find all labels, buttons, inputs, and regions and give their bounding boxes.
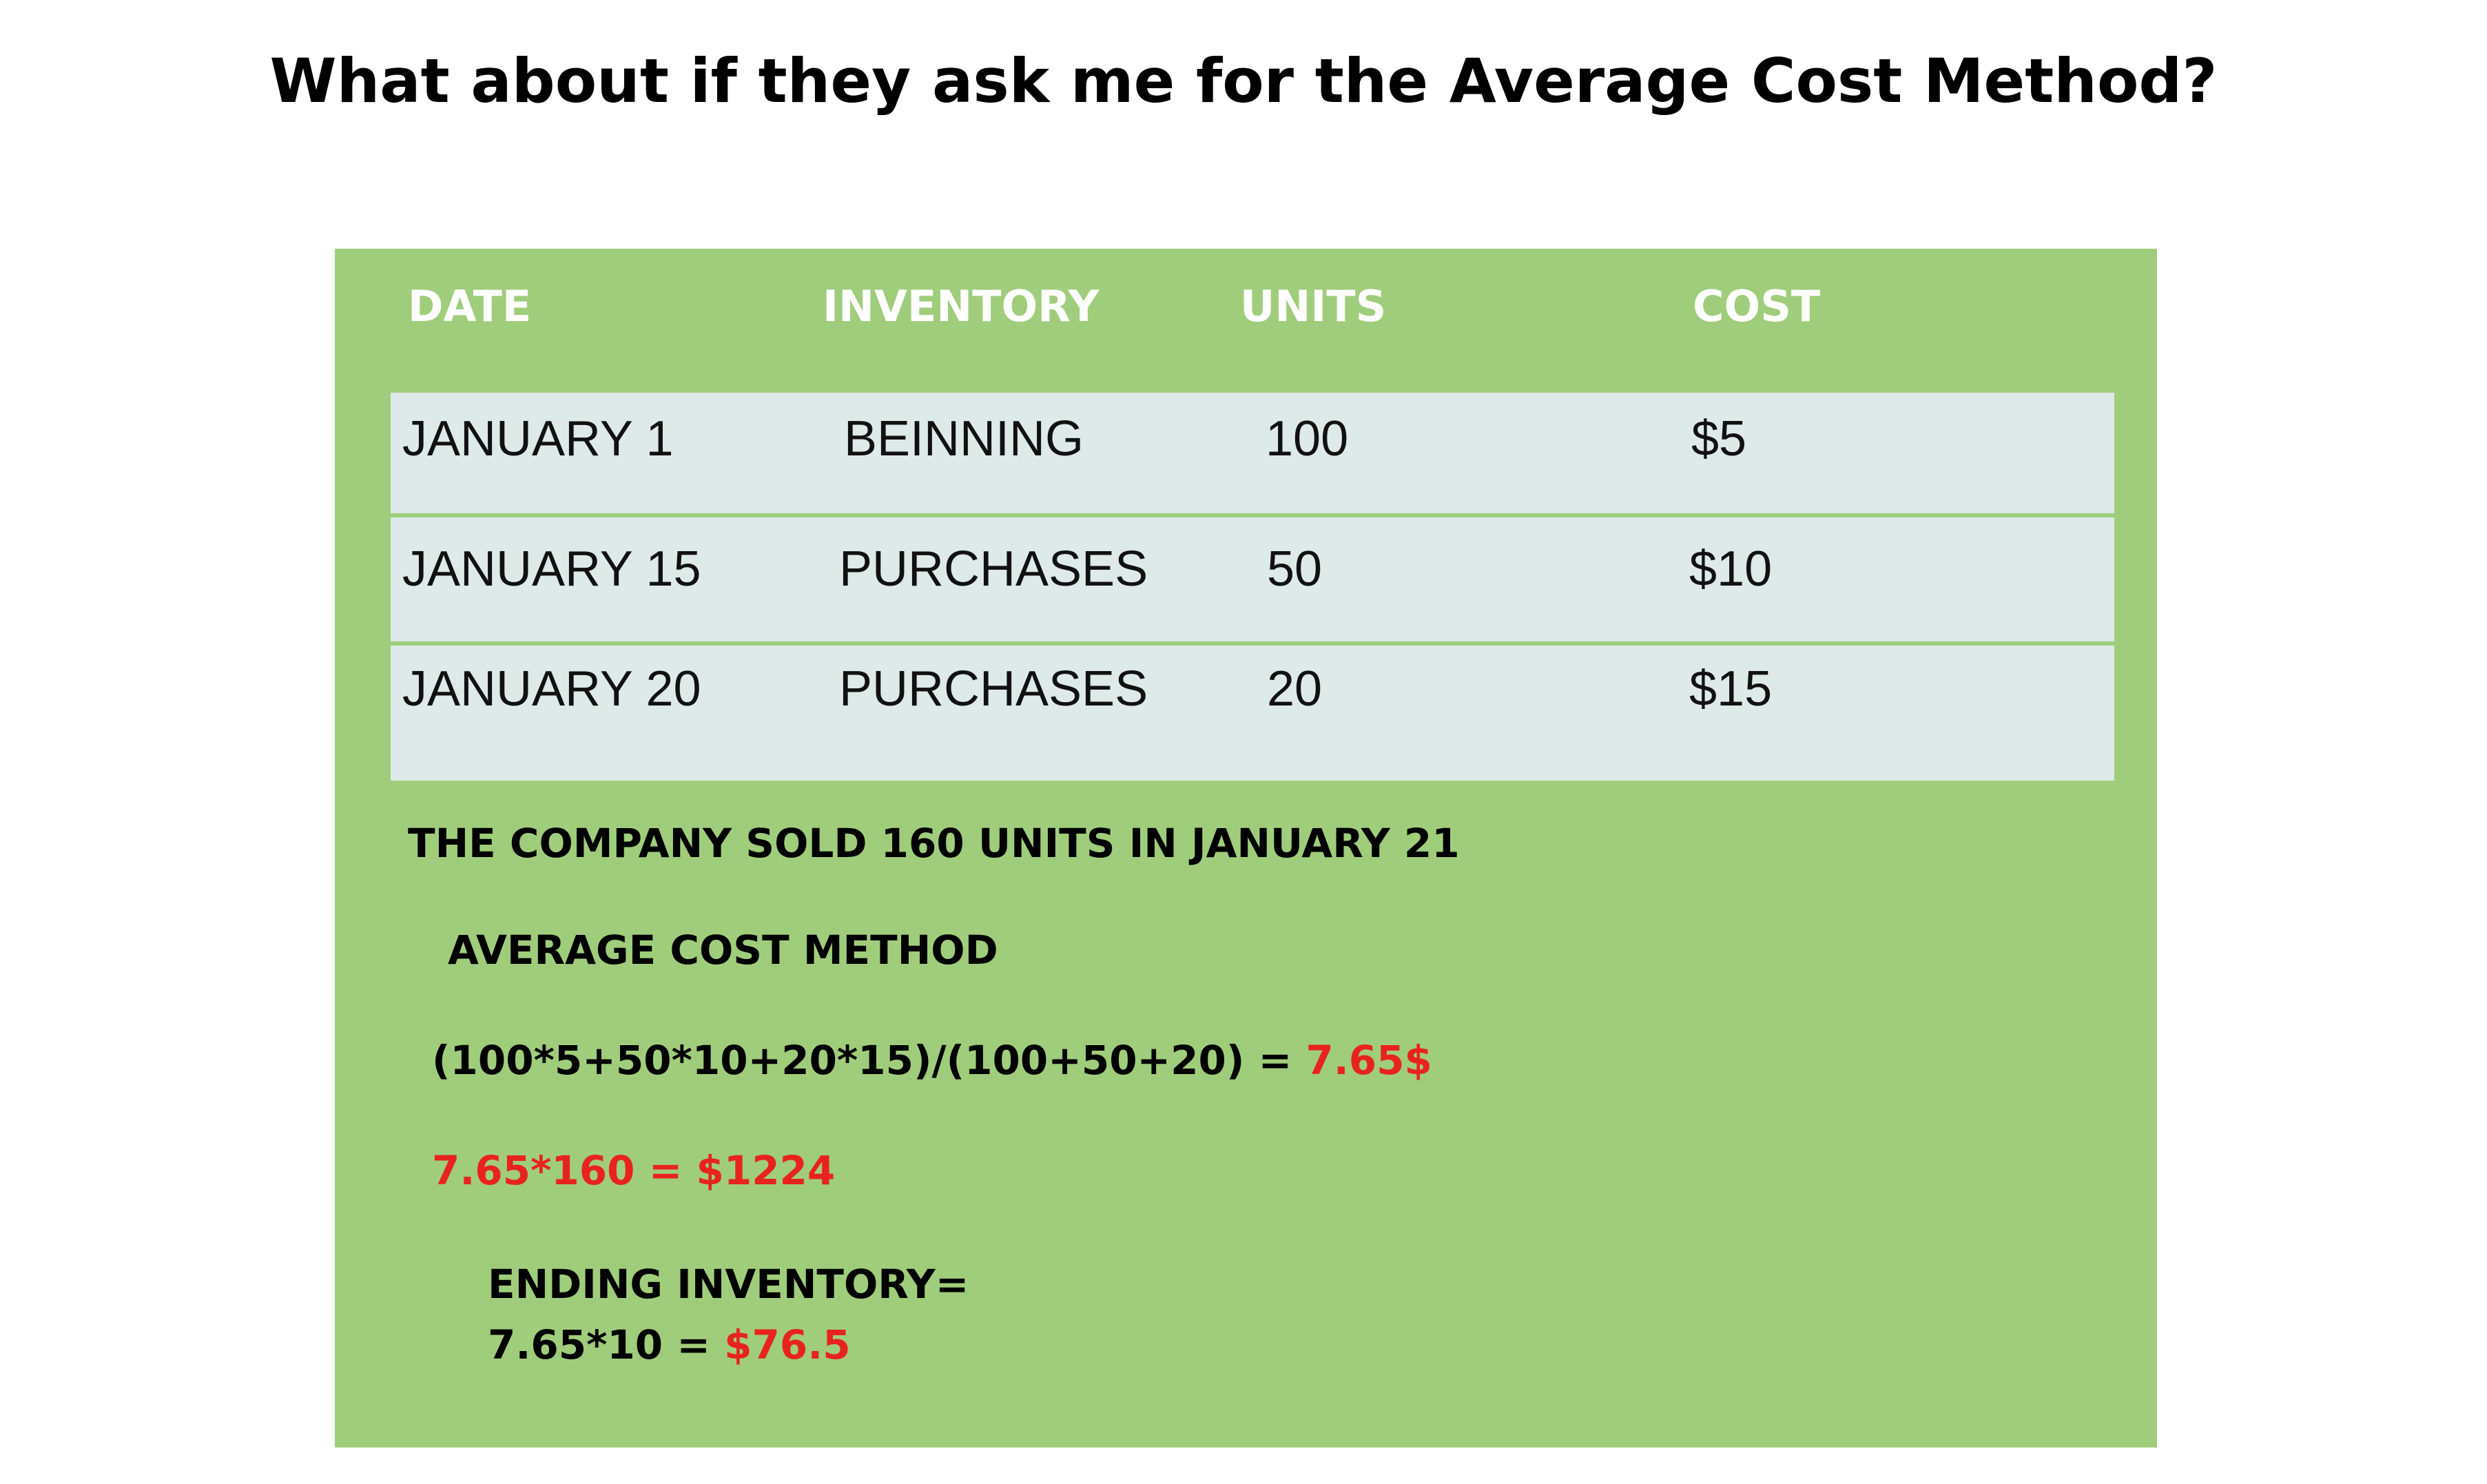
cell-cost: $10	[1689, 542, 1773, 597]
ending-inventory-formula: 7.65*10 = $76.5	[488, 1319, 851, 1371]
table-row: JANUARY 1 BEINNING 100 $5	[391, 393, 2114, 513]
table-row: JANUARY 15 PURCHASES 50 $10	[391, 517, 2114, 641]
table-row: JANUARY 20 PURCHASES 20 $15	[391, 646, 2114, 781]
cell-date: JANUARY 20	[402, 661, 701, 717]
page-title: What about if they ask me for the Averag…	[269, 45, 2218, 116]
inventory-panel: DATE INVENTORY UNITS COST JANUARY 1 BEIN…	[335, 249, 2157, 1447]
formula-expression: (100*5+50*10+20*15)/(100+50+20) =	[432, 1037, 1306, 1084]
cell-date: JANUARY 15	[402, 542, 701, 597]
inventory-table: JANUARY 1 BEINNING 100 $5 JANUARY 15 PUR…	[391, 393, 2114, 781]
column-header-date: DATE	[408, 281, 532, 331]
cell-inventory: BEINNING	[844, 411, 1084, 466]
cell-units: 50	[1267, 542, 1323, 597]
cogs-line: 7.65*160 = $1224	[432, 1147, 836, 1194]
cell-cost: $15	[1689, 661, 1773, 717]
cell-inventory: PURCHASES	[839, 542, 1148, 597]
cell-units: 20	[1267, 661, 1323, 717]
cell-date: JANUARY 1	[402, 411, 674, 466]
cell-inventory: PURCHASES	[839, 661, 1148, 717]
cell-units: 100	[1266, 411, 1349, 466]
column-header-cost: COST	[1693, 281, 1821, 331]
ending-inventory-label: ENDING INVENTORY=	[488, 1261, 969, 1308]
average-cost-formula: (100*5+50*10+20*15)/(100+50+20) = 7.65$	[432, 1034, 1432, 1086]
column-header-units: UNITS	[1240, 281, 1387, 331]
cell-cost: $5	[1691, 411, 1747, 466]
method-heading: AVERAGE COST METHOD	[448, 927, 998, 973]
ending-result: $76.5	[724, 1321, 851, 1368]
column-header-inventory: INVENTORY	[823, 281, 1100, 331]
sold-statement: THE COMPANY SOLD 160 UNITS IN JANUARY 21	[408, 820, 1460, 867]
formula-result: 7.65$	[1306, 1037, 1432, 1084]
ending-expression: 7.65*10 =	[488, 1321, 725, 1368]
